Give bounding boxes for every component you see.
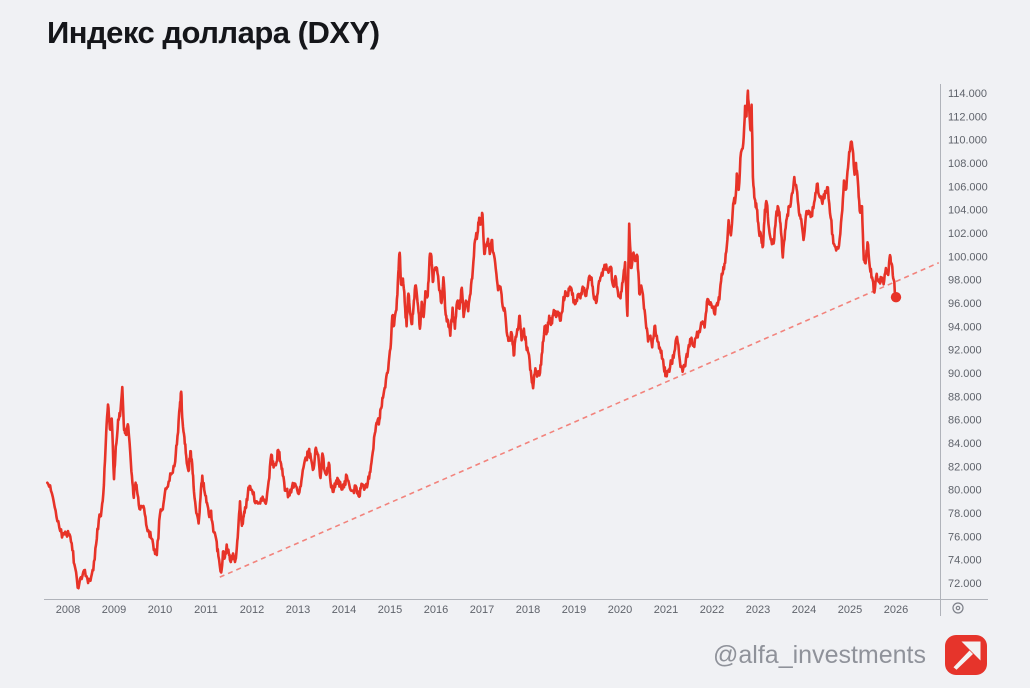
- x-tick-label: 2018: [516, 604, 540, 616]
- x-tick-label: 2015: [378, 604, 402, 616]
- x-tick-label: 2020: [608, 604, 632, 616]
- x-tick-label: 2017: [470, 604, 494, 616]
- y-tick-label: 84.000: [948, 438, 982, 450]
- y-tick-label: 100.000: [948, 251, 988, 263]
- y-tick-label: 88.000: [948, 391, 982, 403]
- x-tick-label: 2013: [286, 604, 310, 616]
- y-tick-label: 74.000: [948, 555, 982, 567]
- x-tick-label: 2024: [792, 604, 816, 616]
- axis-settings-icon[interactable]: [950, 600, 966, 616]
- y-tick-label: 76.000: [948, 531, 982, 543]
- x-tick-label: 2011: [194, 604, 218, 616]
- y-tick-label: 102.000: [948, 228, 988, 240]
- y-tick-label: 104.000: [948, 205, 988, 217]
- x-tick-label: 2012: [240, 604, 264, 616]
- page-title: Индекс доллара (DXY): [47, 15, 380, 50]
- footer: @alfa_investments: [713, 626, 987, 684]
- last-price-marker: [890, 291, 902, 303]
- x-tick-label: 2026: [884, 604, 908, 616]
- x-tick-label: 2025: [838, 604, 862, 616]
- price-line: [46, 89, 898, 590]
- x-tick-label: 2010: [148, 604, 172, 616]
- arrow-up-right-icon: [945, 635, 987, 675]
- y-tick-label: 106.000: [948, 181, 988, 193]
- y-tick-label: 110.000: [948, 135, 987, 147]
- trendline: [219, 262, 940, 578]
- y-tick-label: 96.000: [948, 298, 982, 310]
- y-tick-label: 86.000: [948, 415, 982, 427]
- y-tick-label: 72.000: [948, 578, 982, 590]
- y-tick-label: 90.000: [948, 368, 982, 380]
- x-tick-label: 2021: [654, 604, 678, 616]
- x-tick-label: 2009: [102, 604, 126, 616]
- x-tick-label: 2016: [424, 604, 448, 616]
- x-tick-label: 2019: [562, 604, 586, 616]
- x-tick-label: 2014: [332, 604, 356, 616]
- footer-handle: @alfa_investments: [713, 640, 926, 669]
- y-tick-label: 108.000: [948, 158, 988, 170]
- y-tick-label: 94.000: [948, 321, 982, 333]
- y-tick-label: 80.000: [948, 485, 982, 497]
- alfa-investments-logo: [945, 635, 987, 675]
- y-tick-label: 98.000: [948, 275, 982, 287]
- x-tick-label: 2008: [56, 604, 80, 616]
- x-tick-label: 2023: [746, 604, 770, 616]
- x-tick-label: 2022: [700, 604, 724, 616]
- y-tick-label: 112.000: [948, 111, 987, 123]
- y-tick-label: 92.000: [948, 345, 982, 357]
- circled-dot-icon: [952, 602, 964, 614]
- y-tick-label: 114.000: [948, 88, 987, 100]
- y-tick-label: 82.000: [948, 461, 982, 473]
- y-tick-label: 78.000: [948, 508, 982, 520]
